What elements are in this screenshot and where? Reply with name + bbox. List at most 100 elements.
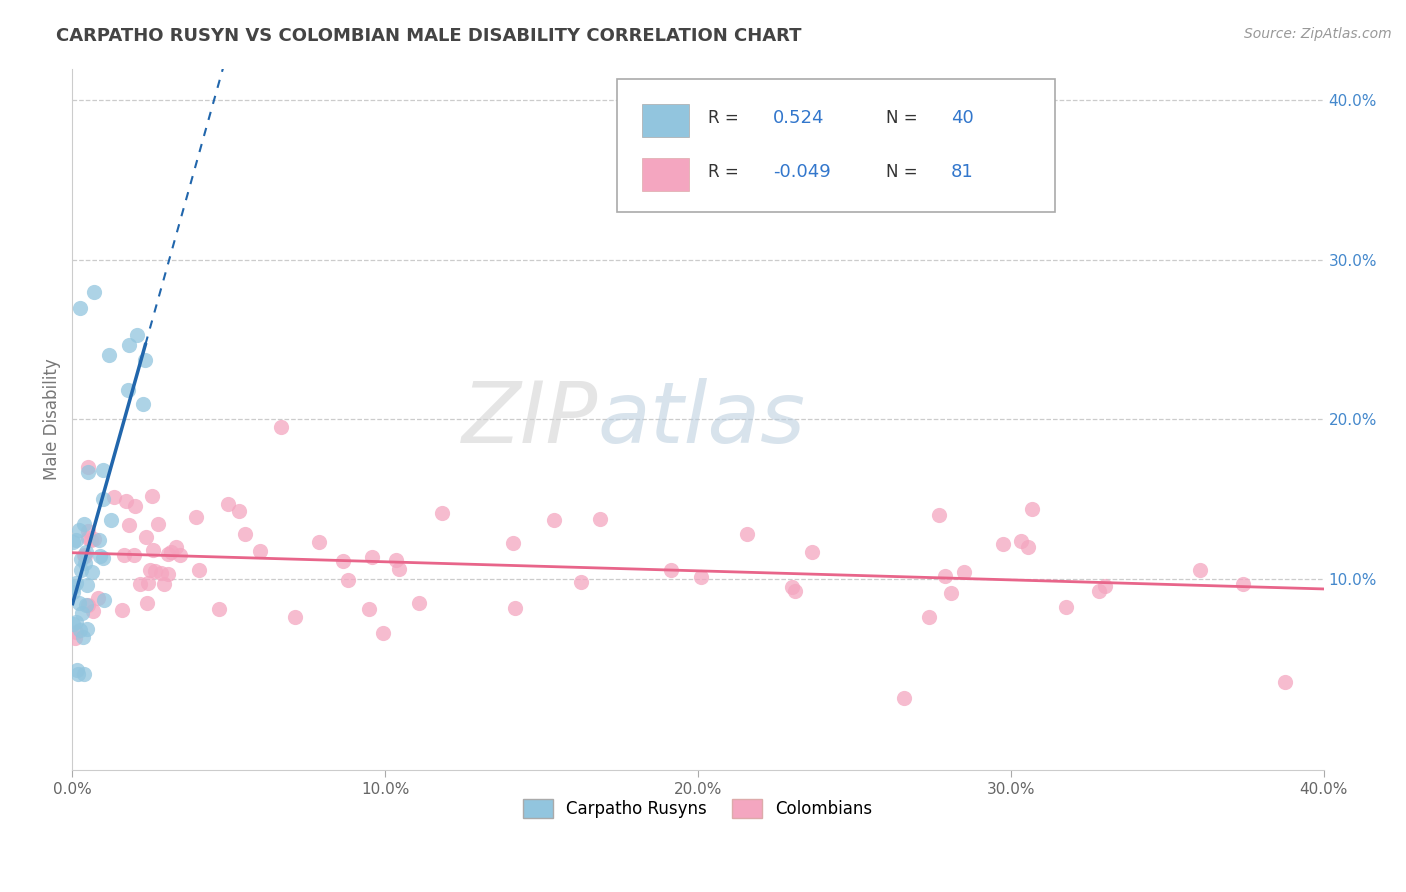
Point — [388, 562, 411, 576]
Point — [336, 573, 359, 587]
Point — [134, 353, 156, 368]
Text: Source: ZipAtlas.com: Source: ZipAtlas.com — [1244, 27, 1392, 41]
Text: R =: R = — [707, 109, 738, 127]
Point — [502, 535, 524, 549]
Point — [783, 584, 806, 599]
FancyBboxPatch shape — [617, 79, 1054, 212]
Point — [80, 533, 103, 547]
Point — [122, 549, 145, 563]
Point — [91, 551, 114, 566]
Point — [72, 630, 94, 644]
Point — [67, 596, 90, 610]
Point — [89, 549, 111, 564]
Point — [67, 667, 90, 681]
Point — [100, 513, 122, 527]
Point — [308, 534, 330, 549]
Point — [139, 563, 162, 577]
Point — [111, 603, 134, 617]
Point — [83, 533, 105, 547]
Text: N =: N = — [886, 109, 917, 127]
Point — [780, 581, 803, 595]
FancyBboxPatch shape — [641, 158, 689, 191]
Point — [569, 574, 592, 589]
Point — [65, 624, 87, 639]
Point — [543, 513, 565, 527]
Point — [503, 601, 526, 615]
Point — [72, 667, 94, 681]
Point — [135, 530, 157, 544]
Point — [146, 517, 169, 532]
Point — [385, 552, 408, 566]
Point — [66, 663, 89, 677]
Text: atlas: atlas — [598, 377, 806, 461]
Point — [125, 328, 148, 343]
Text: -0.049: -0.049 — [773, 163, 831, 181]
Point — [689, 570, 711, 584]
Point — [152, 577, 174, 591]
Point — [918, 609, 941, 624]
Point — [82, 604, 104, 618]
Text: R =: R = — [707, 163, 738, 181]
Point — [75, 598, 97, 612]
Point — [76, 466, 98, 480]
Point — [284, 609, 307, 624]
Legend: Carpatho Rusyns, Colombians: Carpatho Rusyns, Colombians — [516, 792, 879, 825]
Point — [91, 491, 114, 506]
Point — [69, 623, 91, 637]
Point — [69, 552, 91, 566]
Point — [801, 545, 824, 559]
Point — [62, 585, 84, 599]
Point — [67, 523, 90, 537]
Point — [112, 548, 135, 562]
Point — [217, 497, 239, 511]
Point — [118, 338, 141, 352]
Point — [141, 489, 163, 503]
Point — [70, 606, 93, 620]
Point — [249, 544, 271, 558]
Point — [76, 578, 98, 592]
Point — [117, 384, 139, 398]
Point — [1021, 502, 1043, 516]
Text: CARPATHO RUSYN VS COLOMBIAN MALE DISABILITY CORRELATION CHART: CARPATHO RUSYN VS COLOMBIAN MALE DISABIL… — [56, 27, 801, 45]
Point — [149, 566, 172, 581]
Point — [62, 535, 84, 549]
Point — [1017, 540, 1039, 554]
Point — [157, 547, 180, 561]
Point — [1010, 534, 1032, 549]
Point — [143, 565, 166, 579]
Text: 81: 81 — [950, 163, 973, 181]
Point — [208, 601, 231, 615]
Point — [76, 531, 98, 545]
Point — [233, 527, 256, 541]
Text: ZIP: ZIP — [461, 377, 598, 461]
Point — [69, 564, 91, 578]
Point — [659, 563, 682, 577]
Point — [1232, 577, 1254, 591]
Point — [65, 615, 87, 629]
Point — [169, 548, 191, 562]
Point — [103, 490, 125, 504]
Point — [124, 499, 146, 513]
Point — [89, 533, 111, 548]
Text: 40: 40 — [950, 109, 973, 127]
Point — [128, 577, 150, 591]
Point — [373, 626, 395, 640]
Point — [934, 569, 956, 583]
Point — [132, 396, 155, 410]
Point — [97, 349, 120, 363]
Point — [73, 516, 96, 531]
Text: 0.524: 0.524 — [773, 109, 824, 127]
Point — [893, 691, 915, 706]
Point — [75, 544, 97, 558]
Point — [73, 549, 96, 564]
Point — [62, 616, 84, 631]
Point — [228, 504, 250, 518]
Point — [77, 460, 100, 475]
Point — [87, 591, 110, 606]
Point — [165, 540, 187, 554]
Point — [1054, 600, 1077, 615]
Y-axis label: Male Disability: Male Disability — [44, 359, 60, 480]
Point — [939, 586, 962, 600]
Point — [80, 565, 103, 579]
Point — [332, 553, 354, 567]
